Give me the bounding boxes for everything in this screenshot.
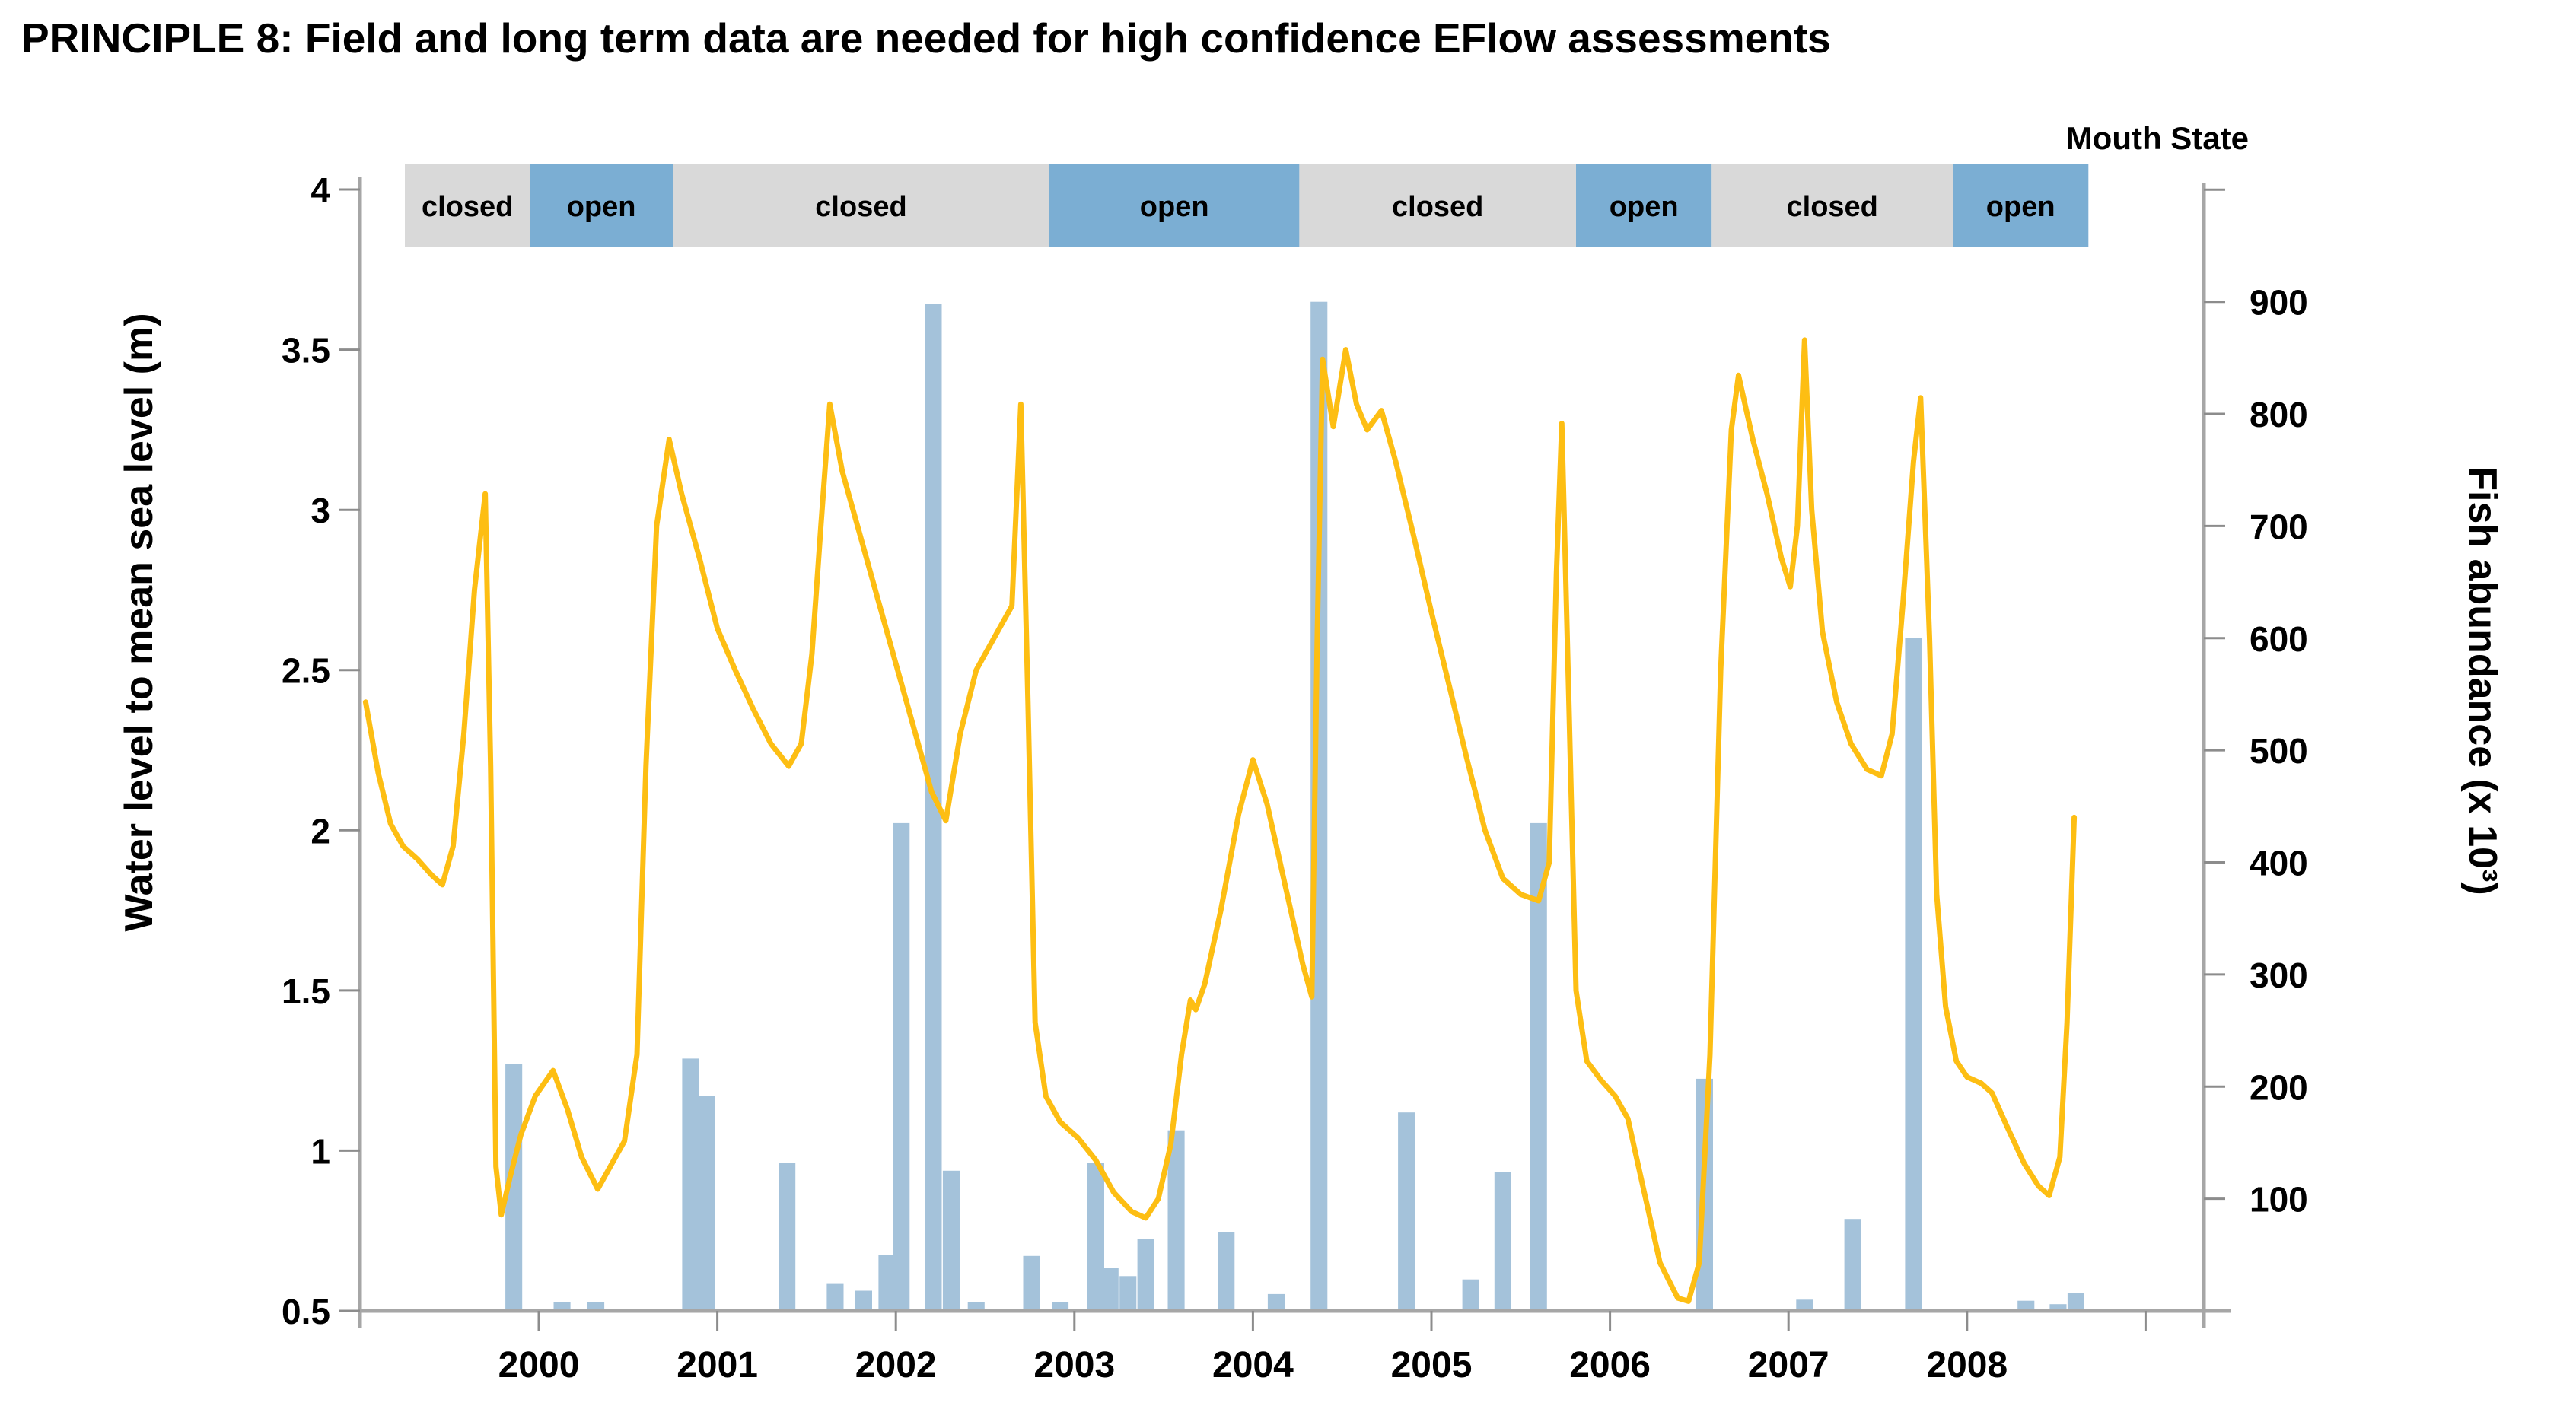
x-axis-tick-label: 2000 bbox=[498, 1345, 580, 1385]
fish-abundance-bar bbox=[878, 1255, 896, 1311]
x-axis-tick-label: 2002 bbox=[855, 1345, 937, 1385]
right-axis-tick-label: 700 bbox=[2250, 507, 2308, 546]
mouth-state-segment-label: closed bbox=[815, 191, 906, 223]
mouth-state-band: closed open closed open closed open closed open bbox=[405, 164, 2089, 247]
fish-abundance-bar bbox=[2049, 1304, 2067, 1311]
fish-abundance-bar bbox=[826, 1283, 844, 1311]
mouth-state-segment-open bbox=[1953, 164, 2089, 247]
left-axis-tick-label: 1 bbox=[310, 1131, 330, 1171]
fish-abundance-bar bbox=[2067, 1293, 2084, 1311]
x-axis-tick-label: 2007 bbox=[1748, 1345, 1829, 1385]
fish-abundance-bar bbox=[855, 1290, 872, 1311]
fish-abundance-bar bbox=[1462, 1279, 1479, 1311]
x-axis-tick-label: 2008 bbox=[1926, 1345, 2008, 1385]
fish-abundance-bar bbox=[1218, 1232, 1235, 1311]
fish-abundance-bar bbox=[779, 1163, 796, 1311]
right-axis-title: Fish abundance (x 10³) bbox=[2460, 466, 2504, 895]
fish-abundance-bar bbox=[1101, 1268, 1119, 1311]
left-axis-tick-label: 4 bbox=[310, 170, 330, 210]
fish-abundance-bar bbox=[942, 1170, 960, 1311]
fish-abundance-bar bbox=[698, 1096, 715, 1311]
fish-abundance-bar bbox=[1905, 638, 1922, 1311]
left-axis-tick-label: 2.5 bbox=[282, 651, 330, 691]
right-axis-tick-label: 100 bbox=[2250, 1180, 2308, 1220]
fish-abundance-bar bbox=[2017, 1300, 2035, 1311]
axes: 4 3.5 3 2.5 2 1.5 1 0.5 900 800 700 600 500 400 300 200… bbox=[282, 170, 2308, 1385]
fish-abundance-bar bbox=[925, 304, 942, 1312]
mouth-state-segment-closed bbox=[1299, 164, 1576, 247]
x-axis-tick-label: 2005 bbox=[1391, 1345, 1473, 1385]
fish-abundance-bar bbox=[967, 1302, 985, 1311]
right-axis-tick-label: 200 bbox=[2250, 1067, 2308, 1107]
fish-abundance-bar bbox=[1844, 1219, 1861, 1311]
fish-abundance-bar bbox=[1530, 822, 1547, 1311]
right-axis-tick-label: 600 bbox=[2250, 619, 2308, 659]
x-axis-tick-label: 2001 bbox=[677, 1345, 758, 1385]
mouth-state-segment-label: open bbox=[567, 191, 636, 223]
fish-abundance-bar bbox=[1087, 1163, 1104, 1311]
page-title: PRINCIPLE 8: Field and long term data ar… bbox=[21, 14, 1831, 62]
left-axis-tick-label: 3 bbox=[310, 491, 330, 530]
fish-abundance-bars bbox=[505, 301, 2084, 1312]
right-axis-tick-label: 500 bbox=[2250, 731, 2308, 771]
x-axis-tick-label: 2006 bbox=[1569, 1345, 1651, 1385]
fish-abundance-bar bbox=[1137, 1239, 1154, 1311]
fish-abundance-bar bbox=[1119, 1276, 1137, 1311]
fish-abundance-bar bbox=[1310, 301, 1328, 1312]
fish-abundance-bar bbox=[1267, 1293, 1285, 1311]
fish-abundance-bar bbox=[1052, 1302, 1069, 1311]
mouth-state-segment-label: open bbox=[1140, 191, 1209, 223]
fish-abundance-bar bbox=[505, 1064, 523, 1311]
mouth-state-segment-closed bbox=[1711, 164, 1953, 247]
right-axis-tick-label: 900 bbox=[2250, 283, 2308, 323]
mouth-state-segment-label: closed bbox=[422, 191, 513, 223]
left-axis-tick-label: 1.5 bbox=[282, 972, 330, 1011]
right-axis-tick-label: 400 bbox=[2250, 844, 2308, 883]
fish-abundance-bar bbox=[893, 822, 910, 1311]
fish-abundance-bar bbox=[1023, 1255, 1040, 1311]
left-axis-tick-label: 0.5 bbox=[282, 1292, 330, 1331]
mouth-state-segment-label: closed bbox=[1392, 191, 1483, 223]
left-axis-title: Water level to mean sea level (m) bbox=[117, 313, 161, 932]
fish-abundance-bar bbox=[1796, 1299, 1813, 1311]
fish-abundance-bar bbox=[553, 1302, 571, 1311]
x-axis-tick-label: 2004 bbox=[1212, 1345, 1294, 1385]
left-axis-tick-label: 2 bbox=[310, 811, 330, 851]
water-level-line bbox=[362, 337, 2078, 1304]
mouth-state-segment-open bbox=[1576, 164, 1712, 247]
fish-abundance-bar bbox=[587, 1302, 605, 1311]
mouth-state-segment-label: open bbox=[1610, 191, 1679, 223]
mouth-state-segment-open bbox=[530, 164, 673, 247]
fish-abundance-bar bbox=[1494, 1172, 1511, 1311]
left-axis-tick-label: 3.5 bbox=[282, 331, 330, 371]
right-axis-tick-label: 300 bbox=[2250, 956, 2308, 995]
mouth-state-segment-label: open bbox=[1986, 191, 2055, 223]
fish-abundance-bar bbox=[1167, 1130, 1185, 1311]
mouth-state-segment-open bbox=[1049, 164, 1300, 247]
x-axis-tick-label: 2003 bbox=[1033, 1345, 1115, 1385]
mouth-state-segment-closed bbox=[673, 164, 1049, 247]
fish-abundance-bar bbox=[1398, 1112, 1415, 1311]
right-axis-tick-label: 800 bbox=[2250, 395, 2308, 434]
mouth-state-segment-label: closed bbox=[1787, 191, 1878, 223]
fish-abundance-bar bbox=[682, 1058, 699, 1311]
mouth-state-title: Mouth State bbox=[2065, 120, 2249, 156]
mouth-state-segment-closed bbox=[405, 164, 530, 247]
